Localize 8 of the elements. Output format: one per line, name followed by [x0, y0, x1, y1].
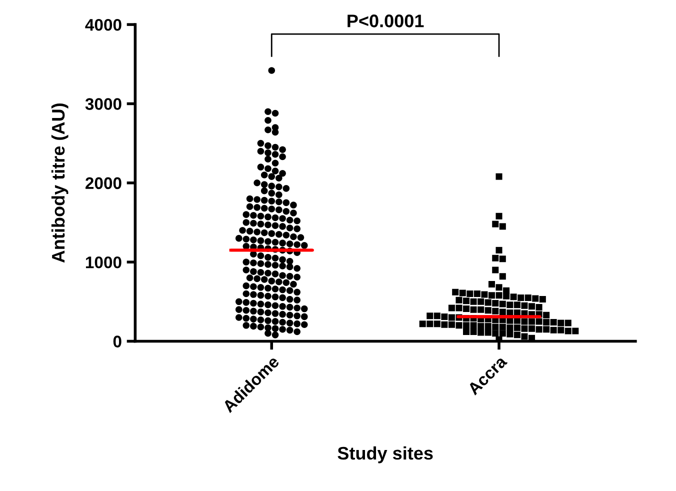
y-tick-label: 1000	[86, 256, 122, 268]
y-tick-label: 4000	[85, 18, 122, 31]
y-tick-label: 2000	[86, 177, 122, 190]
y-axis-title: Antibody titre (AU)	[51, 104, 68, 263]
y-tick-label: 0	[113, 336, 122, 348]
x-axis-title: Study sites	[338, 446, 433, 464]
y-tick-label: 3000	[85, 98, 122, 110]
annotation: P<0.0001	[348, 14, 424, 28]
